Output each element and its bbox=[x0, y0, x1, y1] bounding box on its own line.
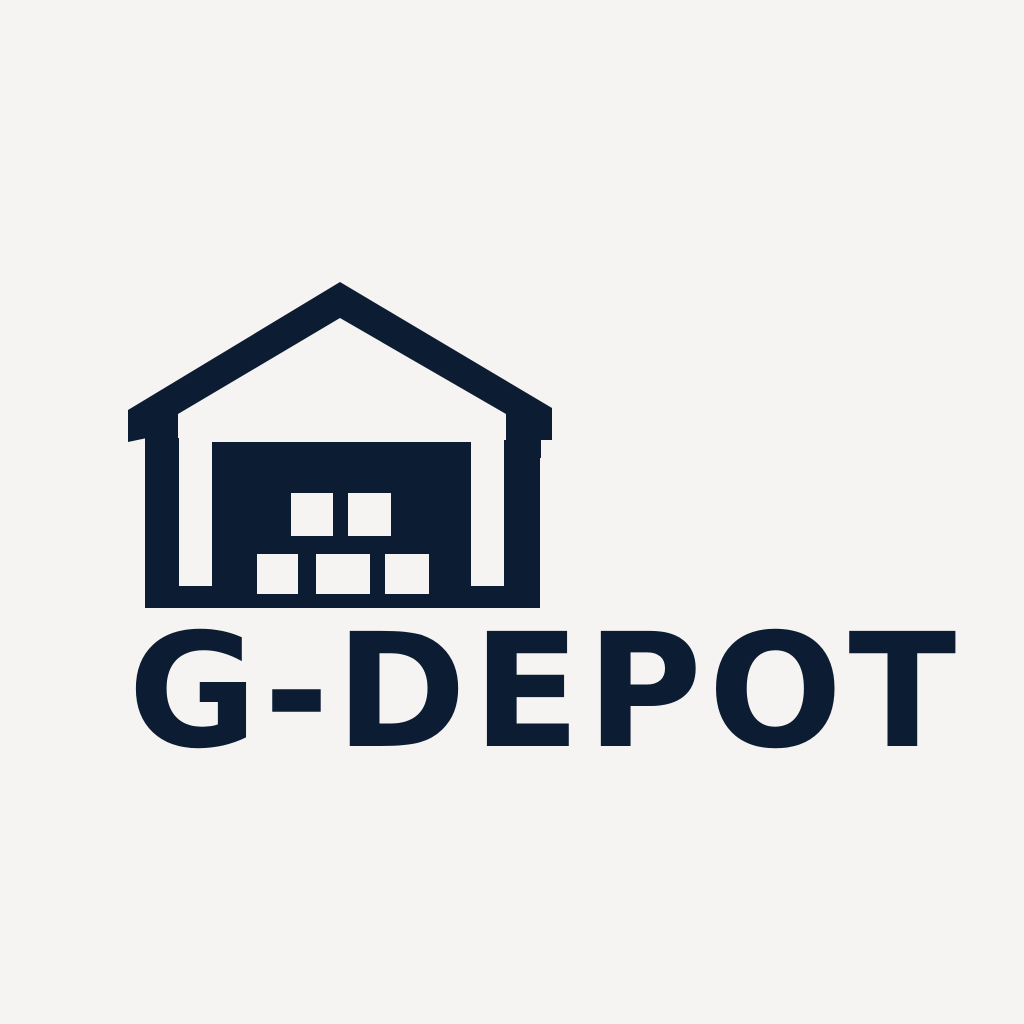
warehouse-left-wall bbox=[145, 438, 179, 608]
box-top-right bbox=[348, 493, 391, 536]
box-bottom-middle bbox=[316, 554, 370, 594]
warehouse-roof bbox=[128, 282, 552, 458]
box-top-left bbox=[291, 493, 333, 536]
box-bottom-right bbox=[385, 554, 429, 594]
warehouse-right-wall bbox=[504, 440, 540, 608]
box-bottom-left bbox=[257, 554, 298, 594]
brand-wordmark: G-DEPOT bbox=[128, 600, 963, 784]
